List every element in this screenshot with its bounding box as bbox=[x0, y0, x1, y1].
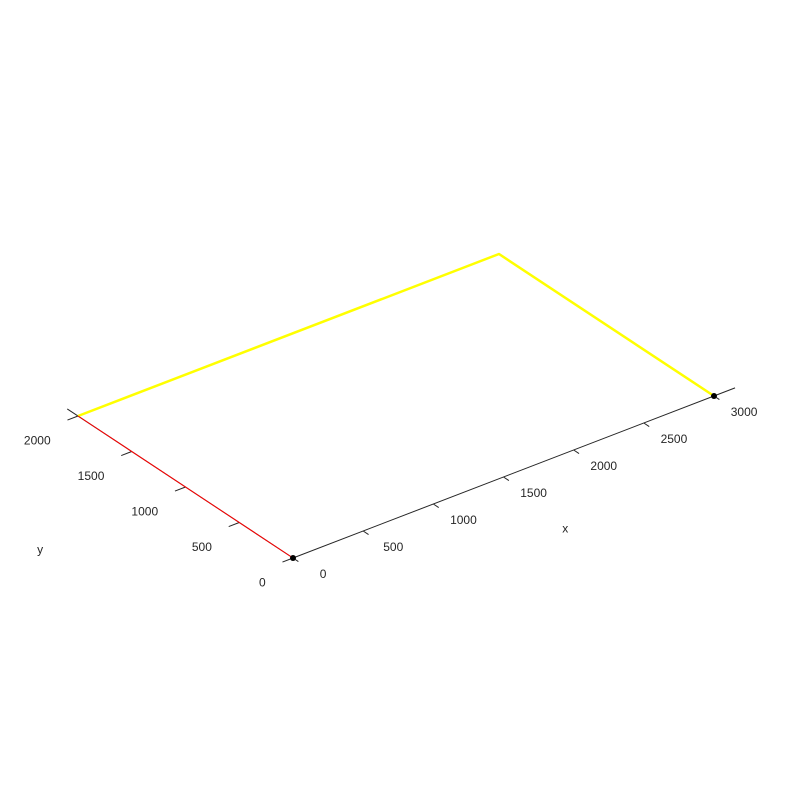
y-tick bbox=[174, 486, 186, 492]
x-tick-label: 1500 bbox=[520, 486, 547, 500]
y-axis-label: y bbox=[37, 543, 43, 557]
label-layer: 0 500 1000 1500 2000 2500 3000 0 500 1000 1500 2000… bbox=[24, 405, 758, 590]
y-tick bbox=[228, 522, 240, 528]
x-tick bbox=[643, 422, 650, 427]
x-tick-label: 500 bbox=[383, 540, 403, 554]
y-tick-label: 2000 bbox=[24, 434, 51, 448]
y-tick-label: 1500 bbox=[78, 469, 105, 483]
series-line-2 bbox=[77, 415, 294, 559]
y-tick-label: 1000 bbox=[131, 505, 158, 519]
series-layer bbox=[77, 252, 715, 559]
x-tick bbox=[573, 449, 580, 454]
x-tick bbox=[433, 503, 439, 508]
x-tick-label: 2500 bbox=[661, 432, 688, 446]
x-axis-line bbox=[292, 387, 736, 559]
x-tick-label: 0 bbox=[320, 567, 327, 581]
y-tick-label: 0 bbox=[259, 576, 266, 590]
data-point-marker bbox=[711, 393, 717, 399]
x-axis-label: x bbox=[562, 522, 568, 536]
x-tick bbox=[503, 476, 510, 481]
x-tick-label: 3000 bbox=[731, 405, 758, 419]
x-tick bbox=[362, 530, 369, 535]
x-tick-label: 1000 bbox=[450, 513, 477, 527]
data-point-marker bbox=[290, 555, 296, 561]
x-tick-label: 2000 bbox=[590, 459, 617, 473]
y-tick-label: 500 bbox=[192, 540, 212, 554]
marker-layer bbox=[290, 393, 717, 561]
series-line-1 bbox=[77, 252, 715, 418]
y-tick bbox=[121, 451, 132, 457]
y-tick bbox=[67, 415, 79, 421]
